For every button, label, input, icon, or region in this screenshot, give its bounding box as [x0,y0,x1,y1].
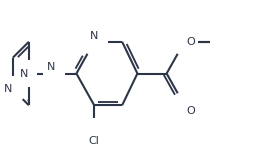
Text: N: N [20,69,28,79]
Text: O: O [187,106,195,116]
Text: Cl: Cl [89,136,100,146]
Text: O: O [187,37,195,47]
Text: N: N [4,84,12,94]
Text: N: N [90,31,98,41]
Text: N: N [47,62,55,72]
